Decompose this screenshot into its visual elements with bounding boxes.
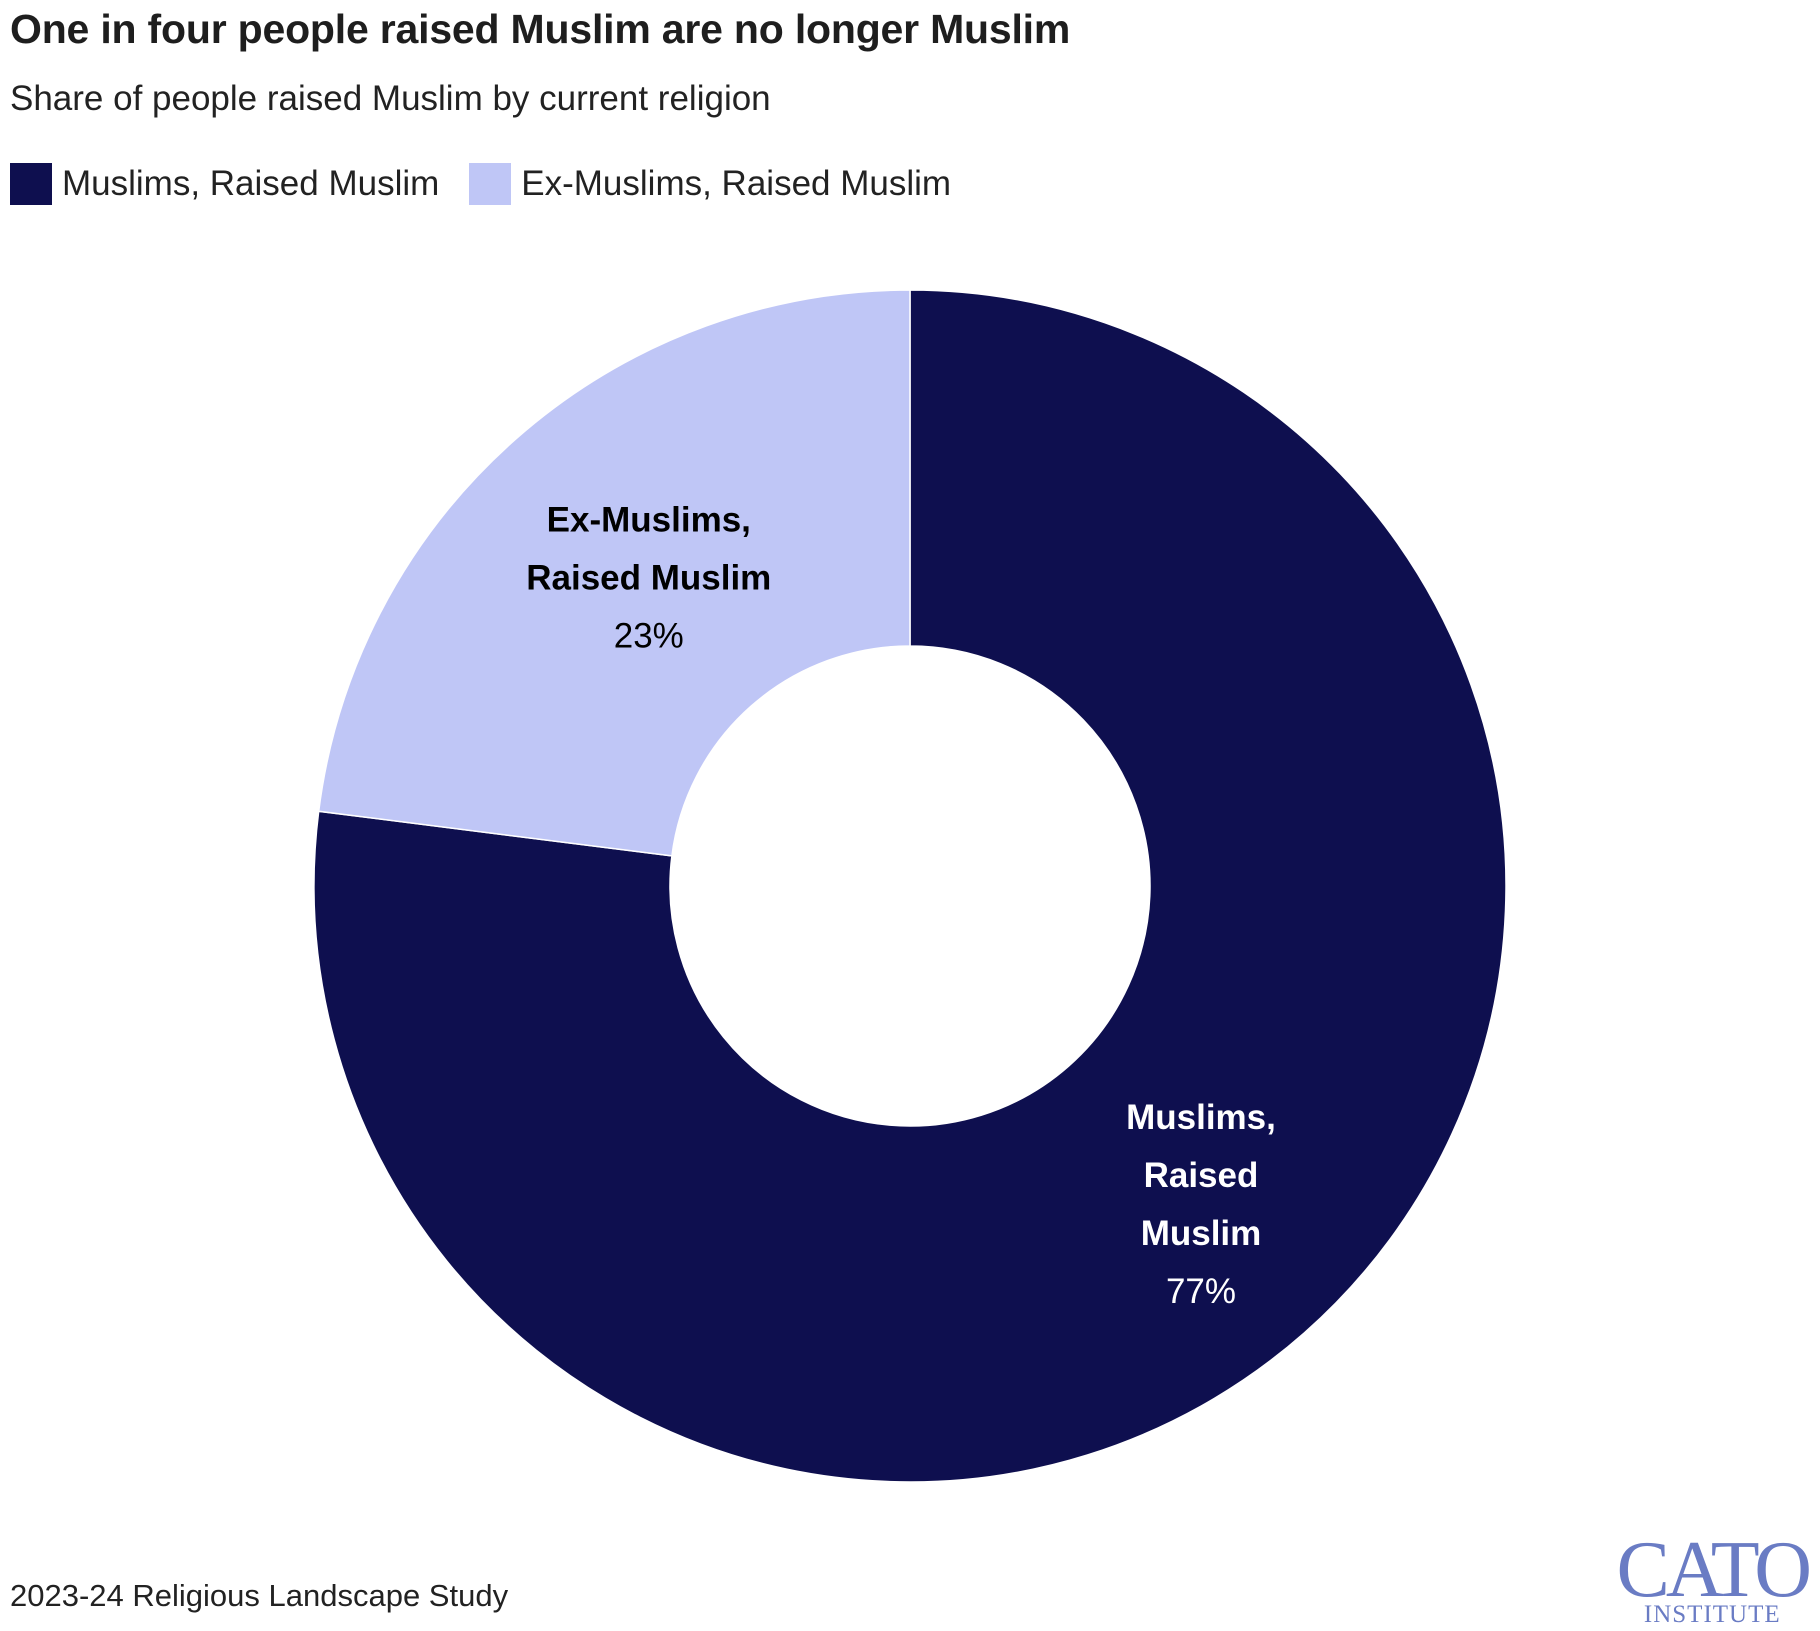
- logo-main-text: CATO: [1616, 1526, 1812, 1614]
- source-note: 2023-24 Religious Landscape Study: [10, 1578, 509, 1613]
- legend: Muslims, Raised Muslim Ex-Muslims, Raise…: [10, 163, 981, 205]
- legend-swatch-muslims: [10, 163, 52, 205]
- slice-name-line: Raised: [1144, 1156, 1259, 1195]
- chart-title: One in four people raised Muslim are no …: [10, 6, 1071, 52]
- legend-swatch-ex-muslims: [469, 163, 512, 205]
- slice-name-line: Ex-Muslims,: [547, 501, 751, 540]
- chart-subtitle: Share of people raised Muslim by current…: [10, 79, 771, 118]
- slice-ex-muslims: [317, 289, 911, 857]
- slice-name-line: Muslim: [1141, 1214, 1262, 1253]
- logo-sub-text: INSTITUTE: [1643, 1601, 1781, 1628]
- slice-value-label: 77%: [1166, 1272, 1236, 1311]
- cato-logo: CATO INSTITUTE: [1616, 1526, 1812, 1628]
- slice-muslims: [313, 289, 1507, 1483]
- legend-label-muslims: Muslims, Raised Muslim: [62, 164, 440, 203]
- donut-labels: Muslims, Raised Muslim 77% Ex-Muslims, Raised…: [526, 501, 1276, 1311]
- legend-item-ex-muslims: Ex-Muslims, Raised Muslim: [469, 163, 951, 205]
- slice-label-ex-muslims: Ex-Muslims, Raised Muslim 23%: [526, 501, 771, 656]
- slice-value-label: 23%: [614, 617, 684, 656]
- legend-item-muslims: Muslims, Raised Muslim: [10, 163, 439, 205]
- donut-slices: [313, 289, 1507, 1483]
- slice-name-line: Muslims,: [1126, 1098, 1276, 1137]
- slice-label-muslims: Muslims, Raised Muslim 77%: [1126, 1098, 1276, 1311]
- legend-label-ex-muslims: Ex-Muslims, Raised Muslim: [521, 164, 952, 203]
- slice-name-line: Raised Muslim: [526, 559, 771, 598]
